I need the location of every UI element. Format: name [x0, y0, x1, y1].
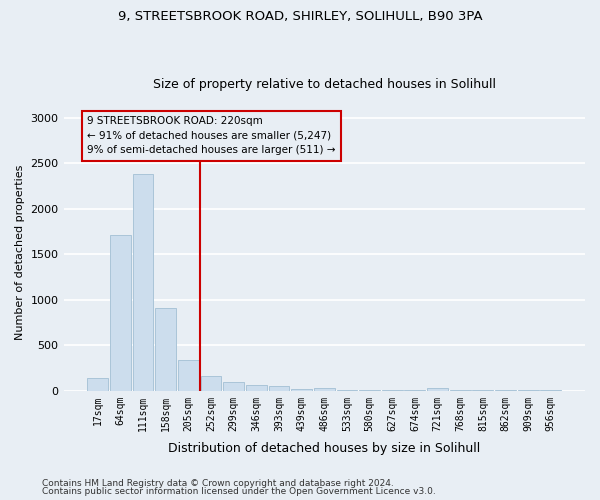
- Bar: [110, 235, 131, 391]
- Bar: [427, 388, 448, 391]
- Bar: [223, 382, 244, 391]
- Bar: [246, 385, 267, 391]
- Title: Size of property relative to detached houses in Solihull: Size of property relative to detached ho…: [153, 78, 496, 91]
- Bar: [269, 386, 289, 391]
- Bar: [178, 360, 199, 391]
- Text: 9, STREETSBROOK ROAD, SHIRLEY, SOLIHULL, B90 3PA: 9, STREETSBROOK ROAD, SHIRLEY, SOLIHULL,…: [118, 10, 482, 23]
- Bar: [200, 376, 221, 391]
- Y-axis label: Number of detached properties: Number of detached properties: [15, 164, 25, 340]
- Text: Contains public sector information licensed under the Open Government Licence v3: Contains public sector information licen…: [42, 487, 436, 496]
- Bar: [314, 388, 335, 391]
- Text: Contains HM Land Registry data © Crown copyright and database right 2024.: Contains HM Land Registry data © Crown c…: [42, 478, 394, 488]
- Bar: [87, 378, 108, 391]
- Bar: [133, 174, 154, 391]
- Bar: [155, 308, 176, 391]
- Bar: [291, 389, 312, 391]
- X-axis label: Distribution of detached houses by size in Solihull: Distribution of detached houses by size …: [168, 442, 481, 455]
- Text: 9 STREETSBROOK ROAD: 220sqm
← 91% of detached houses are smaller (5,247)
9% of s: 9 STREETSBROOK ROAD: 220sqm ← 91% of det…: [88, 116, 336, 156]
